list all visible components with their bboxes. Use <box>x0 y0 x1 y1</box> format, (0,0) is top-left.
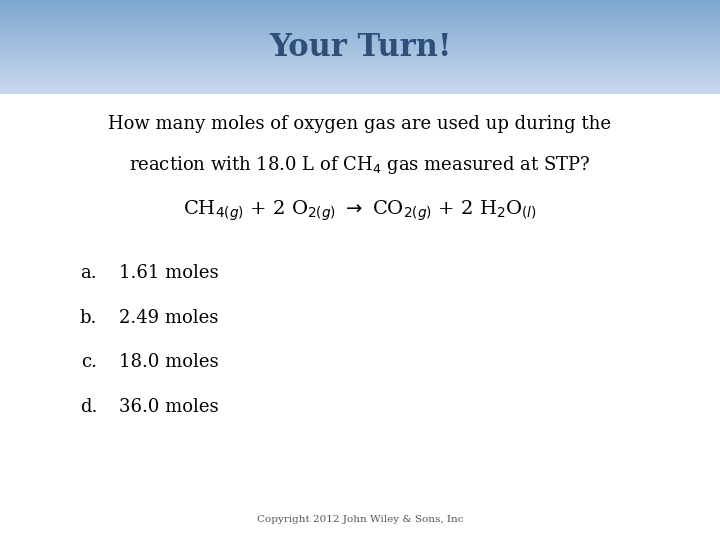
Text: Your Turn!: Your Turn! <box>269 32 451 63</box>
Text: How many moles of oxygen gas are used up during the: How many moles of oxygen gas are used up… <box>109 115 611 133</box>
Text: a.: a. <box>81 264 97 282</box>
Text: 18.0 moles: 18.0 moles <box>119 353 218 372</box>
Text: CH$_{4(g)}$ + 2 O$_{2(g)}$ $\rightarrow$ CO$_{2(g)}$ + 2 H$_2$O$_{(l)}$: CH$_{4(g)}$ + 2 O$_{2(g)}$ $\rightarrow$… <box>183 198 537 223</box>
Text: Copyright 2012 John Wiley & Sons, Inc: Copyright 2012 John Wiley & Sons, Inc <box>257 515 463 524</box>
Text: 1.61 moles: 1.61 moles <box>119 264 218 282</box>
Text: 2.49 moles: 2.49 moles <box>119 308 218 327</box>
Text: reaction with 18.0 L of CH$_4$ gas measured at STP?: reaction with 18.0 L of CH$_4$ gas measu… <box>130 154 590 176</box>
Bar <box>0 94 720 540</box>
Text: 36.0 moles: 36.0 moles <box>119 398 218 416</box>
Text: c.: c. <box>81 353 97 372</box>
Text: d.: d. <box>80 398 97 416</box>
Text: b.: b. <box>80 308 97 327</box>
